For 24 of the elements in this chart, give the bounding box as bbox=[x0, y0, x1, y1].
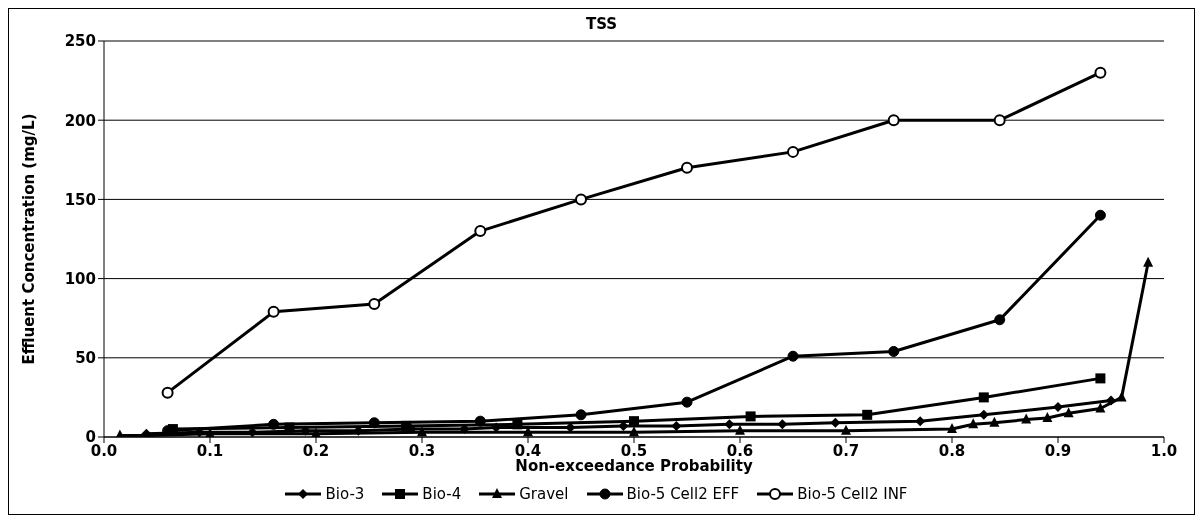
x-tick-label: 0.0 bbox=[90, 441, 118, 460]
x-tick-label: 0.5 bbox=[620, 441, 648, 460]
x-tick-label: 0.1 bbox=[196, 441, 224, 460]
legend-label: Gravel bbox=[519, 485, 569, 503]
x-tick-label: 0.4 bbox=[514, 441, 542, 460]
y-tick-label: 250 bbox=[64, 32, 96, 51]
y-tick-label: 200 bbox=[64, 111, 96, 130]
legend-label: Bio-5 Cell2 INF bbox=[797, 485, 908, 503]
x-tick-label: 0.8 bbox=[938, 441, 966, 460]
x-tick-label: 1.0 bbox=[1150, 441, 1178, 460]
x-tick-label: 0.9 bbox=[1044, 441, 1072, 460]
legend-label: Bio-5 Cell2 EFF bbox=[626, 485, 740, 503]
x-tick-label: 0.3 bbox=[408, 441, 436, 460]
y-tick-label: 50 bbox=[75, 349, 96, 368]
y-axis-title: Effluent Concentration (mg/L) bbox=[20, 113, 39, 365]
legend-label: Bio-3 bbox=[325, 485, 365, 503]
x-axis-title: Non-exceedance Probability bbox=[515, 457, 753, 475]
chart-title: TSS bbox=[584, 15, 619, 33]
y-tick-label: 100 bbox=[64, 269, 96, 288]
x-tick-label: 0.2 bbox=[302, 441, 330, 460]
y-tick-label: 150 bbox=[64, 190, 96, 209]
x-tick-label: 0.6 bbox=[726, 441, 754, 460]
x-tick-label: 0.7 bbox=[832, 441, 860, 460]
legend-label: Bio-4 bbox=[422, 485, 462, 503]
